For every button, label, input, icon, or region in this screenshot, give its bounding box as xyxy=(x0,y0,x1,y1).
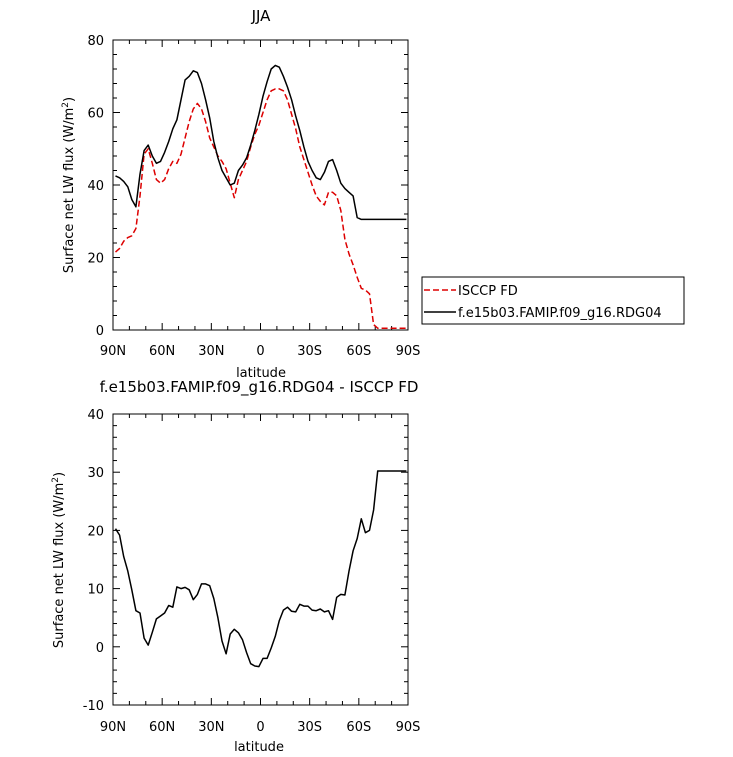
x-tick-label: 90N xyxy=(100,720,126,735)
y-tick-label: 10 xyxy=(87,583,104,598)
y-tick-label: 40 xyxy=(87,179,104,194)
bottom-x-tick-labels: 90N 60N 30N 0 30S 60S 90S xyxy=(100,720,421,735)
y-tick-label: 20 xyxy=(87,252,104,267)
top-y-axis-label-sup: 2 xyxy=(61,102,71,108)
y-tick-label: 60 xyxy=(87,107,104,122)
x-tick-label: 90S xyxy=(396,720,421,735)
bottom-y-axis-label-sup: 2 xyxy=(51,477,61,483)
x-tick-label: 60N xyxy=(149,720,175,735)
x-tick-label: 90N xyxy=(100,344,126,359)
x-tick-label: 30S xyxy=(297,344,322,359)
bottom-series xyxy=(114,470,407,668)
x-tick-label: 0 xyxy=(256,720,264,735)
y-tick-label: 0 xyxy=(96,641,104,656)
x-tick-label: 0 xyxy=(256,344,264,359)
y-tick-label: 0 xyxy=(96,324,104,339)
top-plot-frame xyxy=(112,39,409,331)
bottom-y-axis-label-end: ) xyxy=(52,472,67,477)
bottom-axis-ticks xyxy=(112,413,409,706)
bottom-plot-frame xyxy=(112,413,409,706)
series-line-model xyxy=(115,64,407,221)
top-y-axis-label: Surface net LW flux (W/m2) xyxy=(61,97,77,273)
x-tick-label: 90S xyxy=(396,344,421,359)
y-tick-label: 30 xyxy=(87,466,104,481)
bottom-chart-title: f.e15b03.FAMIP.f09_g16.RDG04 - ISCCP FD xyxy=(100,378,419,397)
x-tick-label: 30N xyxy=(198,720,224,735)
top-series xyxy=(114,64,407,329)
top-y-tick-labels: 0 20 40 60 80 xyxy=(87,34,104,339)
y-tick-label: -10 xyxy=(83,699,104,714)
bottom-y-axis-label-main: Surface net LW flux (W/m xyxy=(52,483,67,648)
series-line-difference xyxy=(114,470,407,668)
bottom-y-axis-label: Surface net LW flux (W/m2) xyxy=(51,472,67,648)
bottom-y-tick-labels: -10 0 10 20 30 40 xyxy=(83,408,104,714)
legend: ISCCP FD f.e15b03.FAMIP.f09_g16.RDG04 xyxy=(421,276,685,325)
legend-box xyxy=(421,276,685,325)
x-tick-label: 60S xyxy=(346,720,371,735)
top-axis-ticks xyxy=(112,39,409,331)
y-tick-label: 80 xyxy=(87,34,104,49)
x-tick-label: 30N xyxy=(198,344,224,359)
legend-label-isccp: ISCCP FD xyxy=(458,284,518,299)
top-x-axis-label: latitude xyxy=(236,366,286,381)
x-tick-label: 30S xyxy=(297,720,322,735)
y-tick-label: 20 xyxy=(87,524,104,539)
series-line-isccp-fd xyxy=(114,88,407,329)
bottom-panel: f.e15b03.FAMIP.f09_g16.RDG04 - ISCCP FD … xyxy=(51,378,420,755)
top-panel: JJA 90N 60N 30N 0 30S 60S 90S 0 20 40 60 80 latitu… xyxy=(61,7,420,381)
top-chart-title: JJA xyxy=(251,7,272,25)
legend-label-model: f.e15b03.FAMIP.f09_g16.RDG04 xyxy=(458,306,662,321)
x-tick-label: 60S xyxy=(346,344,371,359)
x-tick-label: 60N xyxy=(149,344,175,359)
top-x-tick-labels: 90N 60N 30N 0 30S 60S 90S xyxy=(100,344,421,359)
top-y-axis-label-end: ) xyxy=(62,97,77,102)
bottom-x-axis-label: latitude xyxy=(234,740,284,755)
y-tick-label: 40 xyxy=(87,408,104,423)
top-y-axis-label-main: Surface net LW flux (W/m xyxy=(62,108,77,273)
